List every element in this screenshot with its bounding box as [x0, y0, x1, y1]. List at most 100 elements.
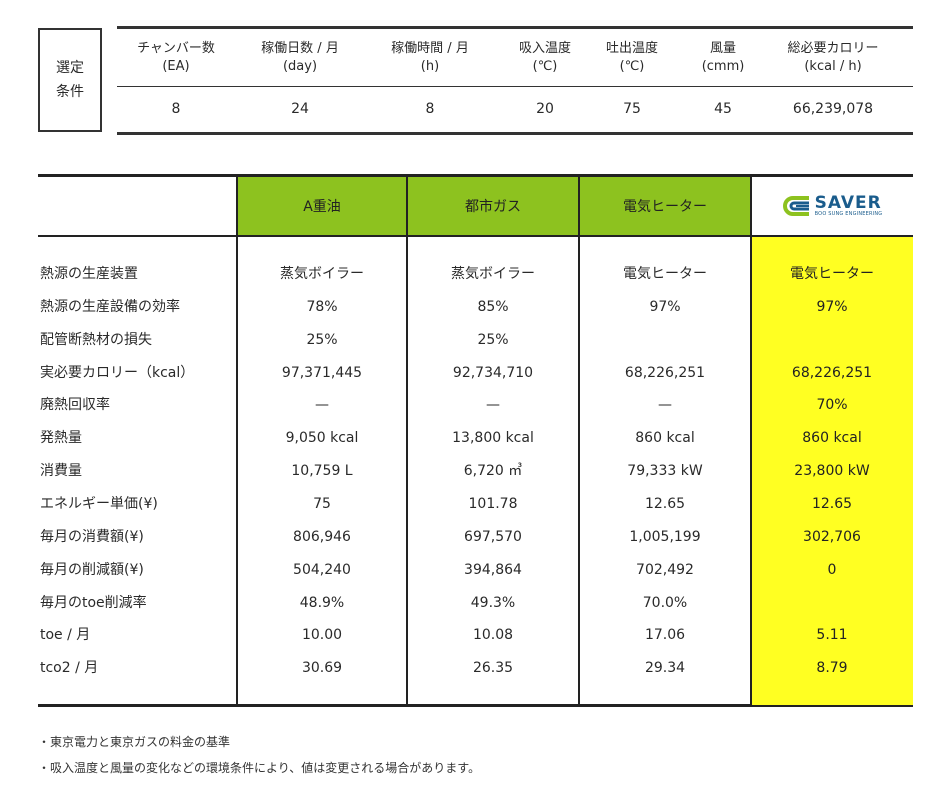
saver-logo-mark-icon	[782, 196, 809, 216]
table-cell: 504,240	[293, 562, 351, 578]
condition-header: 風量 (cmm)	[663, 40, 783, 76]
condition-header: 稼働日数 / 月 (day)	[240, 40, 360, 76]
condition-value: 75	[623, 101, 641, 117]
saver-logo-subtext: BOO SUNG ENGINEERING	[814, 211, 883, 217]
conditions-label-line1: 選定	[56, 60, 84, 76]
conditions-label: 選定 条件	[38, 28, 102, 132]
condition-header-name: 稼働時間 / 月	[391, 41, 469, 56]
table-cell: 10,759 L	[291, 463, 353, 479]
conditions-bottom-rule	[117, 132, 913, 135]
table-cell: 75	[313, 496, 331, 512]
conditions-label-line2: 条件	[56, 84, 84, 100]
row-label: 発熱量	[40, 430, 82, 446]
table-cell: 101.78	[468, 496, 518, 512]
table-cell: 697,570	[464, 529, 522, 545]
row-label: 毎月のtoe削減率	[40, 595, 147, 611]
table-cell: 10.00	[301, 627, 343, 643]
condition-header-unit: (kcal / h)	[804, 59, 862, 74]
table-cell: 70.0%	[642, 595, 688, 611]
table-cell: —	[315, 397, 329, 413]
table-top-rule	[38, 174, 913, 177]
column-divider	[750, 175, 752, 706]
column-divider	[236, 175, 238, 706]
table-cell: 10.08	[472, 627, 514, 643]
table-cell: 97,371,445	[281, 365, 363, 381]
table-cell: 蒸気ボイラー	[280, 266, 364, 282]
table-cell: 806,946	[293, 529, 351, 545]
table-cell: 79,333 kW	[627, 463, 703, 479]
condition-header: 吐出温度 (℃)	[572, 40, 692, 76]
column-divider	[406, 175, 408, 706]
condition-header: 総必要カロリー (kcal / h)	[773, 40, 893, 76]
condition-header-name: 総必要カロリー	[787, 41, 879, 56]
condition-value: 45	[714, 101, 732, 117]
condition-header-unit: (cmm)	[701, 59, 745, 74]
condition-header-unit: (EA)	[162, 59, 190, 74]
saver-cell: 0	[827, 562, 837, 578]
table-cell: —	[486, 397, 500, 413]
saver-logo-text: SAVER	[814, 193, 882, 213]
footnote-rate-basis: ・東京電力と東京ガスの料金の基準	[38, 735, 231, 749]
column-header-label: 電気ヒーター	[623, 199, 707, 215]
row-label: エネルギー単価(¥)	[40, 496, 158, 512]
table-cell: 97%	[649, 299, 681, 315]
condition-value: 20	[536, 101, 554, 117]
table-cell: 25%	[477, 332, 509, 348]
condition-header-name: チャンバー数	[137, 41, 215, 56]
row-label: 熱源の生産装置	[40, 266, 138, 282]
row-label: toe / 月	[40, 627, 91, 643]
saver-cell: 97%	[816, 299, 848, 315]
table-bottom-rule	[38, 704, 913, 707]
table-cell: 30.69	[301, 660, 343, 676]
saver-cell: 302,706	[803, 529, 861, 545]
column-header-heavy-oil: A重油	[238, 177, 406, 235]
column-divider	[578, 175, 580, 706]
condition-header-unit: (℃)	[532, 59, 558, 74]
saver-cell: 電気ヒーター	[790, 266, 874, 282]
footnote-conditions-note: ・吸入温度と風量の変化などの環境条件により、値は変更される場合があります。	[38, 761, 481, 775]
table-cell: 29.34	[644, 660, 686, 676]
row-label: 廃熱回収率	[40, 397, 110, 413]
condition-value: 8	[171, 101, 181, 117]
row-label: 熱源の生産設備の効率	[40, 299, 180, 315]
condition-header: 稼働時間 / 月 (h)	[370, 40, 490, 76]
table-cell: 49.3%	[470, 595, 516, 611]
row-label: 配管断熱材の損失	[40, 332, 152, 348]
column-header-electric-heater: 電気ヒーター	[580, 177, 750, 235]
saver-cell: 70%	[816, 397, 848, 413]
conditions-mid-rule	[117, 86, 913, 87]
saver-cell: 23,800 kW	[794, 463, 870, 479]
row-label: tco2 / 月	[40, 660, 99, 676]
condition-header-name: 風量	[709, 41, 736, 56]
table-cell: —	[658, 397, 672, 413]
table-cell: 12.65	[644, 496, 686, 512]
saver-logo: SAVER BOO SUNG ENGINEERING	[782, 193, 883, 217]
table-cell: 蒸気ボイラー	[451, 266, 535, 282]
row-label: 消費量	[40, 463, 82, 479]
condition-value: 66,239,078	[792, 101, 874, 117]
table-cell: 92,734,710	[452, 365, 534, 381]
row-label: 実必要カロリー（kcal）	[40, 365, 195, 381]
row-label: 毎月の削減額(¥)	[40, 562, 144, 578]
condition-header-unit: (day)	[282, 59, 318, 74]
column-header-label: 都市ガス	[465, 199, 521, 215]
table-cell: 68,226,251	[624, 365, 706, 381]
condition-value: 8	[425, 101, 435, 117]
condition-header-unit: (℃)	[619, 59, 645, 74]
column-header-label: A重油	[303, 199, 341, 215]
table-cell: 17.06	[644, 627, 686, 643]
column-header-saver: SAVER BOO SUNG ENGINEERING	[752, 177, 913, 235]
saver-cell: 860 kcal	[802, 430, 862, 446]
condition-header-unit: (h)	[420, 59, 440, 74]
condition-value: 24	[291, 101, 309, 117]
table-cell: 78%	[306, 299, 338, 315]
table-cell: 13,800 kcal	[452, 430, 534, 446]
table-cell: 25%	[306, 332, 338, 348]
saver-cell: 5.11	[816, 627, 848, 643]
table-cell: 1,005,199	[629, 529, 701, 545]
table-cell: 702,492	[636, 562, 694, 578]
saver-cell: 68,226,251	[791, 365, 873, 381]
column-header-city-gas: 都市ガス	[408, 177, 578, 235]
condition-header: チャンバー数 (EA)	[116, 40, 236, 76]
condition-header: 吸入温度 (℃)	[485, 40, 605, 76]
